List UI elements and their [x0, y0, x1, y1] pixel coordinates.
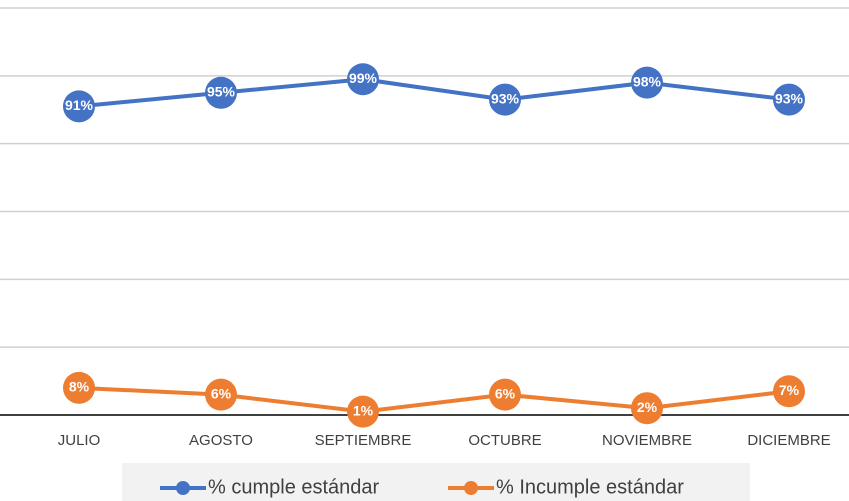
x-tick-label: NOVIEMBRE [602, 432, 692, 449]
marker [347, 395, 379, 428]
marker [489, 83, 521, 116]
x-tick-label: SEPTIEMBRE [315, 432, 412, 449]
data-label: 93% [491, 90, 520, 106]
legend-marker [176, 481, 190, 495]
data-label: 6% [495, 385, 516, 401]
marker [63, 371, 95, 404]
legend-label: % Incumple estándar [496, 476, 684, 498]
marker [63, 90, 95, 123]
marker [205, 76, 237, 109]
x-tick-label: JULIO [58, 432, 101, 449]
legend-box [122, 463, 750, 501]
data-label: 98% [633, 73, 662, 89]
data-label: 93% [775, 90, 804, 106]
data-label: 91% [65, 97, 94, 113]
x-tick-label: OCTUBRE [468, 432, 541, 449]
legend-label: % cumple estándar [208, 476, 380, 498]
marker [205, 378, 237, 411]
marker [631, 66, 663, 99]
data-label: 8% [69, 379, 90, 395]
data-label: 7% [779, 382, 800, 398]
data-label: 99% [349, 70, 378, 86]
data-label: 2% [637, 399, 658, 415]
x-tick-label: DICIEMBRE [747, 432, 830, 449]
series-line [78, 385, 790, 414]
marker [631, 392, 663, 425]
legend-marker [464, 481, 478, 495]
marker [489, 378, 521, 411]
data-label: 95% [207, 83, 236, 99]
x-tick-label: AGOSTO [189, 432, 253, 449]
marker [773, 375, 805, 408]
marker [347, 63, 379, 96]
series-line [78, 77, 790, 109]
data-label: 6% [211, 385, 232, 401]
marker [773, 83, 805, 116]
data-label: 1% [353, 402, 374, 418]
